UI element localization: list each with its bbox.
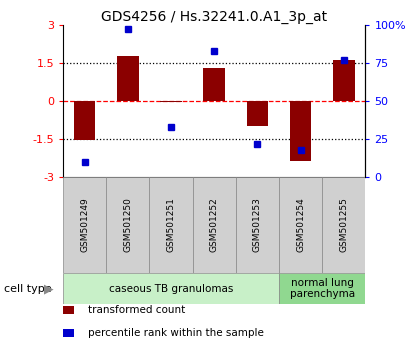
Text: GSM501252: GSM501252 [210, 198, 219, 252]
Bar [290, 101, 311, 160]
Text: ▶: ▶ [44, 282, 53, 295]
Bar [279, 273, 365, 304]
Bar [236, 177, 279, 273]
Bar [193, 177, 236, 273]
Bar [150, 177, 193, 273]
Bar [322, 177, 365, 273]
Bar [279, 177, 322, 273]
Text: GSM501249: GSM501249 [80, 198, 89, 252]
Text: percentile rank within the sample: percentile rank within the sample [88, 328, 264, 338]
Text: GSM501251: GSM501251 [166, 197, 176, 252]
Bar [106, 177, 150, 273]
Bar [117, 57, 139, 101]
Text: GSM501250: GSM501250 [123, 197, 132, 252]
Title: GDS4256 / Hs.32241.0.A1_3p_at: GDS4256 / Hs.32241.0.A1_3p_at [101, 10, 327, 24]
Text: GSM501254: GSM501254 [296, 198, 305, 252]
Text: cell type: cell type [4, 284, 52, 293]
Text: GSM501253: GSM501253 [253, 197, 262, 252]
Bar [63, 177, 106, 273]
Bar [160, 101, 182, 102]
Bar [203, 68, 225, 101]
Bar [247, 101, 268, 126]
Text: caseous TB granulomas: caseous TB granulomas [109, 284, 233, 293]
Text: GSM501255: GSM501255 [339, 197, 348, 252]
Bar [333, 60, 354, 101]
Bar [74, 101, 95, 140]
Text: normal lung
parenchyma: normal lung parenchyma [290, 278, 355, 299]
Bar [63, 273, 279, 304]
Text: transformed count: transformed count [88, 305, 186, 315]
